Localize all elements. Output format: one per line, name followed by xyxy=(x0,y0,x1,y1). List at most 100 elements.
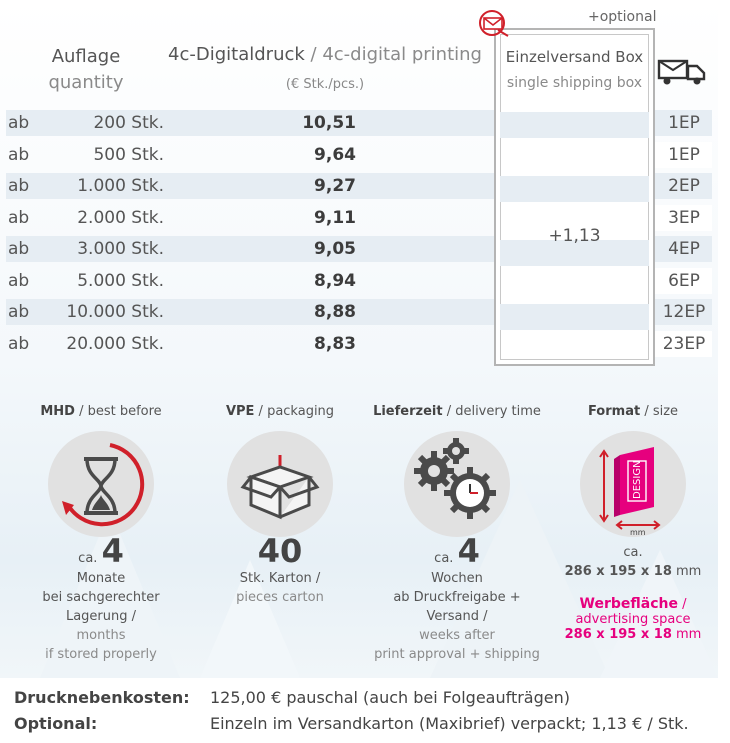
shipping-band xyxy=(500,176,649,202)
format-box-icon: DESIGN mm xyxy=(599,447,661,537)
vpe-line1: Stk. Karton / xyxy=(239,571,321,586)
row-price: 8,94 xyxy=(314,270,356,291)
mhd-title: MHD xyxy=(40,404,75,419)
mail-icon xyxy=(479,10,509,37)
row-price: 8,83 xyxy=(314,333,356,354)
mhd-line4: if stored properly xyxy=(45,647,157,662)
shipping-band xyxy=(500,112,649,138)
delivery-line3: weeks after xyxy=(419,628,495,643)
table-row: ab 20.000 Stk. 8,83 23EP xyxy=(6,330,712,357)
row-ab: ab xyxy=(8,239,30,259)
print-header-en: 4c-digital printing xyxy=(322,44,482,65)
price-unit: (€ Stk./pcs.) xyxy=(285,77,365,92)
truck-icon xyxy=(657,59,706,85)
row-ab: ab xyxy=(8,176,30,196)
row-ep: 1EP xyxy=(668,144,700,165)
info-packaging: VPE / packaging 40 Stk. Karton / pieces … xyxy=(195,404,365,607)
mhd-line1: Monate xyxy=(76,571,126,586)
row-price: 9,64 xyxy=(314,144,356,165)
row-ep-cell xyxy=(652,330,712,357)
mhd-value: 4 xyxy=(101,532,124,570)
hourglass-circle xyxy=(48,431,154,537)
vpe-title-en: / packaging xyxy=(254,404,335,419)
footer-optional-label: Optional: xyxy=(14,714,98,733)
ad-space-title: Werbefläche xyxy=(579,596,678,612)
row-quantity: 2.000 Stk. xyxy=(77,207,164,228)
format-circle: DESIGN mm xyxy=(580,431,686,537)
footer-costs-value: 125,00 € pauschal (auch bei Folgeaufträg… xyxy=(210,688,570,707)
table-row: ab 5.000 Stk. 8,94 6EP xyxy=(6,267,712,294)
format-prefix: ca. xyxy=(623,545,643,560)
shipping-box-title: Einzelversand Box single shipping box xyxy=(496,44,653,96)
ad-space-dims: 286 x 195 x 18 xyxy=(564,627,672,642)
row-ep-cell xyxy=(652,299,712,325)
row-quantity: 10.000 Stk. xyxy=(66,302,164,322)
row-ab: ab xyxy=(8,270,30,291)
quantity-header-de: Auflage xyxy=(51,46,121,67)
row-ep: 3EP xyxy=(668,207,700,228)
mhd-title-en: / best before xyxy=(74,404,162,419)
vpe-title: VPE xyxy=(225,404,255,419)
vpe-value: 40 xyxy=(257,532,303,570)
gears-circle xyxy=(404,431,510,537)
box-circle xyxy=(227,431,333,537)
format-icon-unit: mm xyxy=(630,528,646,537)
box-icon xyxy=(240,455,320,520)
mhd-line2: bei sachgerechter Lagerung / xyxy=(42,590,160,624)
delivery-line2: ab Druckfreigabe + Versand / xyxy=(393,590,521,624)
row-quantity: 5.000 Stk. xyxy=(77,270,164,291)
ad-space-en: advertising space xyxy=(575,612,691,627)
table-row: ab 2.000 Stk. 9,11 3EP xyxy=(6,204,712,231)
format-title-en: / size xyxy=(640,404,679,419)
shipping-band xyxy=(500,304,649,330)
background-trees xyxy=(40,480,718,678)
row-ep-cell xyxy=(652,110,712,136)
print-header: 4c-Digitaldruck / 4c-digital printing (€… xyxy=(168,42,482,98)
footer-optional: Optional: Einzeln im Versandkarton (Maxib… xyxy=(14,713,689,735)
gears-clock-icon xyxy=(414,438,496,519)
footer-costs-label: Drucknebenkosten: xyxy=(14,688,190,707)
row-price: 8,88 xyxy=(314,302,356,322)
row-ep: 4EP xyxy=(668,239,700,259)
delivery-title: Lieferzeit xyxy=(373,404,443,419)
delivery-line1: Wochen xyxy=(431,571,483,586)
quantity-header-en: quantity xyxy=(48,72,124,93)
format-unit: mm xyxy=(671,564,702,579)
info-format: Format / size DESIGN mm ca. 286 x 195 x … xyxy=(548,404,718,642)
row-quantity: 20.000 Stk. xyxy=(66,333,164,354)
row-price: 9,05 xyxy=(314,239,356,259)
row-ep: 23EP xyxy=(662,333,706,354)
footer-optional-value: Einzeln im Versandkarton (Maxibrief) ver… xyxy=(210,714,689,733)
shipping-box-column: Einzelversand Box single shipping box +1… xyxy=(494,28,655,366)
row-ep: 2EP xyxy=(668,176,700,196)
info-delivery-time: Lieferzeit / delivery time ca. 4 Wochen … xyxy=(372,404,542,664)
delivery-line4: print approval + shipping xyxy=(374,647,540,662)
row-ep: 1EP xyxy=(668,113,700,133)
row-ep-cell xyxy=(652,236,712,262)
format-dims: 286 x 195 x 18 xyxy=(564,564,672,579)
ad-space-unit: mm xyxy=(671,627,702,642)
delivery-value: 4 xyxy=(457,532,480,570)
row-quantity: 500 Stk. xyxy=(93,144,164,165)
row-quantity: 200 Stk. xyxy=(93,113,164,133)
row-ab: ab xyxy=(8,207,30,228)
row-ab: ab xyxy=(8,113,30,133)
print-header-sep: / xyxy=(304,44,323,65)
mhd-line3: months xyxy=(76,628,126,643)
table-row: ab 500 Stk. 9,64 1EP xyxy=(6,141,712,168)
row-ep: 6EP xyxy=(668,270,700,291)
info-best-before: MHD / best before ca. 4 Monate bei sachg… xyxy=(16,404,186,664)
delivery-prefix: ca. xyxy=(434,551,454,566)
hourglass-icon xyxy=(62,443,145,527)
shipping-band xyxy=(500,240,649,266)
shipping-title-en: single shipping box xyxy=(506,75,643,91)
mhd-prefix: ca. xyxy=(78,551,98,566)
row-price: 9,27 xyxy=(314,176,356,196)
optional-label: +optional xyxy=(588,9,657,25)
footer-costs: Drucknebenkosten: 125,00 € pauschal (auch… xyxy=(14,687,570,709)
ad-space-sep: / xyxy=(677,597,687,612)
quantity-header: Auflage quantity xyxy=(36,44,136,96)
row-ep: 12EP xyxy=(662,302,706,322)
delivery-title-en: / delivery time xyxy=(442,404,541,419)
row-quantity: 1.000 Stk. xyxy=(77,176,164,196)
